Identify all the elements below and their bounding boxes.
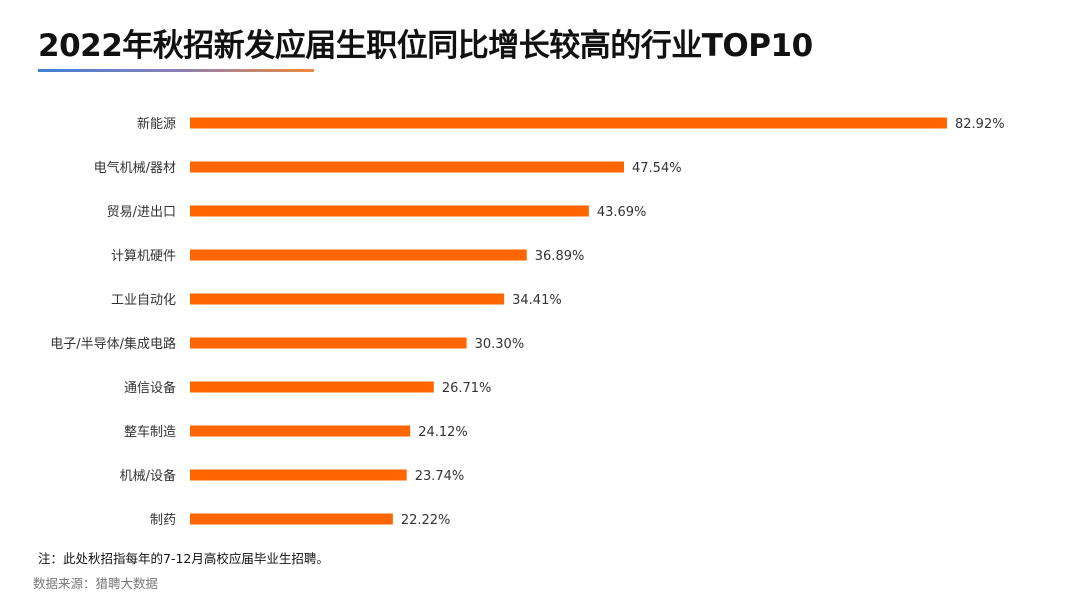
category-label: 通信设备	[124, 380, 176, 396]
bar	[190, 249, 527, 261]
bar	[190, 293, 505, 305]
value-label: 22.22%	[401, 513, 451, 528]
category-label: 整车制造	[124, 424, 176, 440]
bar-chart: 新能源 82.92% 电气机械/器材 47.54% 贸易/进出口 43.69% 计算机硬件 3…	[50, 116, 1005, 528]
title-underline	[38, 69, 314, 72]
value-label: 34.41%	[512, 293, 562, 308]
bar	[190, 205, 589, 217]
footnote: 注：此处秋招指每年的7-12月高校应届毕业生招聘。	[38, 551, 329, 566]
category-label: 新能源	[137, 116, 176, 132]
category-label: 机械/设备	[120, 468, 176, 484]
category-label: 制药	[150, 513, 176, 528]
category-label: 计算机硬件	[111, 249, 176, 264]
bar	[190, 513, 393, 525]
data-source: 数据来源：猎聘大数据	[33, 576, 159, 591]
category-label: 贸易/进出口	[107, 205, 176, 220]
bar	[190, 161, 625, 173]
bar	[190, 117, 947, 129]
value-label: 47.54%	[632, 161, 682, 176]
value-label: 24.12%	[418, 425, 468, 440]
category-label: 电子/半导体/集成电路	[50, 336, 176, 352]
value-label: 36.89%	[535, 249, 585, 264]
value-label: 82.92%	[955, 117, 1005, 132]
value-label: 30.30%	[475, 337, 525, 352]
chart-title: 2022年秋招新发应届生职位同比增长较高的行业TOP10	[38, 28, 813, 64]
category-label: 工业自动化	[111, 293, 176, 308]
bar	[190, 337, 467, 349]
value-label: 26.71%	[442, 381, 492, 396]
bar	[190, 469, 407, 481]
bar	[190, 425, 411, 437]
category-label: 电气机械/器材	[94, 160, 176, 176]
bar	[190, 381, 434, 393]
value-label: 43.69%	[597, 205, 647, 220]
value-label: 23.74%	[415, 469, 465, 484]
